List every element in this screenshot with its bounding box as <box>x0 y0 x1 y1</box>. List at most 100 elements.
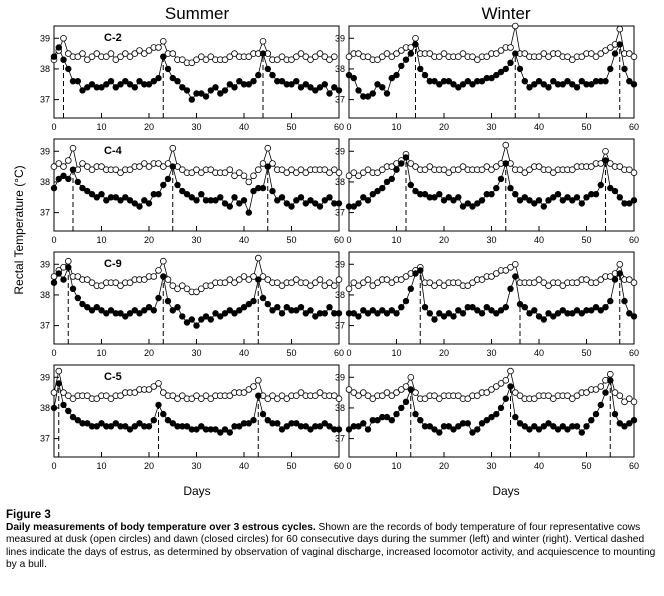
dusk-point <box>179 282 186 290</box>
dusk-point <box>117 392 124 400</box>
dawn-point <box>79 300 86 308</box>
dawn-point <box>521 304 528 311</box>
dusk-point <box>597 50 605 57</box>
dawn-point <box>217 429 224 436</box>
dawn-point <box>436 191 443 198</box>
x-tick-label: 40 <box>534 235 544 245</box>
x-tick-label: 10 <box>96 461 106 471</box>
dusk-point <box>112 56 120 63</box>
dawn-point <box>169 74 177 82</box>
dawn-point <box>326 194 333 201</box>
dawn-point <box>174 181 181 189</box>
dawn-point <box>355 313 362 320</box>
dawn-point <box>269 307 276 314</box>
x-tick-label: 60 <box>334 235 344 245</box>
y-axis-title: Rectal Temperature (°C) <box>12 165 26 294</box>
dawn-point <box>502 160 509 167</box>
dusk-point <box>383 276 391 283</box>
x-tick-label: 10 <box>96 122 106 132</box>
dawn-point <box>112 84 120 91</box>
dawn-point <box>160 273 167 280</box>
dusk-point <box>540 279 548 287</box>
dawn-point <box>212 310 219 317</box>
dusk-point <box>193 392 200 400</box>
dusk-point <box>554 50 562 57</box>
dawn-point <box>554 191 562 198</box>
dusk-point <box>112 279 120 287</box>
dawn-point <box>107 77 115 85</box>
dawn-point <box>259 294 267 302</box>
dusk-point <box>302 279 310 287</box>
dawn-point <box>264 163 271 170</box>
dawn-point <box>621 65 628 73</box>
dawn-point <box>578 77 585 85</box>
dawn-point <box>302 200 309 207</box>
dawn-point <box>550 77 557 85</box>
dawn-point <box>483 304 490 311</box>
dusk-point <box>535 276 543 283</box>
dawn-point <box>164 65 172 73</box>
dusk-point <box>117 169 124 177</box>
dusk-point <box>535 163 543 170</box>
dusk-point <box>207 53 215 60</box>
dawn-point <box>122 423 129 430</box>
dusk-point <box>435 53 443 60</box>
dusk-point <box>412 34 419 42</box>
dusk-point <box>88 53 96 60</box>
dawn-point <box>369 90 376 97</box>
dawn-point <box>331 84 338 91</box>
dawn-point <box>131 200 139 207</box>
dawn-point <box>616 270 623 277</box>
dawn-point <box>183 87 191 94</box>
dawn-point <box>531 307 538 314</box>
dawn-point <box>531 423 538 430</box>
dusk-point <box>545 53 552 60</box>
dawn-point <box>55 380 62 387</box>
dawn-point <box>98 84 105 91</box>
dawn-point <box>621 423 628 430</box>
dawn-point <box>379 184 386 192</box>
dusk-point <box>535 53 543 60</box>
dawn-point <box>369 307 376 314</box>
dawn-point <box>307 426 314 433</box>
dusk-point <box>231 172 238 180</box>
dusk-point <box>226 392 234 400</box>
dusk-point <box>155 267 162 274</box>
dusk-point <box>65 257 72 265</box>
dawn-point <box>630 313 638 320</box>
dawn-point <box>126 197 134 204</box>
dusk-point <box>502 267 510 274</box>
dawn-point <box>535 77 543 85</box>
dawn-point <box>145 200 153 207</box>
dusk-point <box>526 166 533 174</box>
dawn-point <box>240 304 248 311</box>
x-tick-label: 0 <box>51 122 56 132</box>
dawn-point <box>126 426 134 433</box>
dusk-point <box>393 50 400 57</box>
dawn-point <box>326 304 333 311</box>
dawn-point <box>293 420 300 427</box>
y-tick-label: 38 <box>40 290 50 300</box>
dusk-point <box>545 392 552 400</box>
y-tick-label: 37 <box>335 321 345 331</box>
dusk-point <box>592 279 600 287</box>
dusk-point <box>407 373 415 381</box>
dawn-point <box>255 276 262 283</box>
dawn-point <box>440 313 448 320</box>
dusk-point <box>464 282 472 290</box>
dusk-point <box>136 47 143 54</box>
dawn-point <box>545 197 552 204</box>
dawn-point <box>521 77 528 85</box>
y-tick-label: 38 <box>335 64 345 74</box>
x-tick-label: 60 <box>334 348 344 358</box>
dusk-point <box>278 392 286 400</box>
dawn-point <box>326 90 333 97</box>
dawn-point <box>103 197 110 204</box>
dusk-point <box>374 56 381 63</box>
dawn-point <box>307 84 314 91</box>
dusk-point <box>330 392 338 400</box>
chart-panel: 37 38 39 0 10 20 30 40 50 60 <box>335 251 639 358</box>
dawn-point <box>364 197 372 204</box>
dawn-point <box>602 157 609 164</box>
x-tick-label: 60 <box>629 461 639 471</box>
